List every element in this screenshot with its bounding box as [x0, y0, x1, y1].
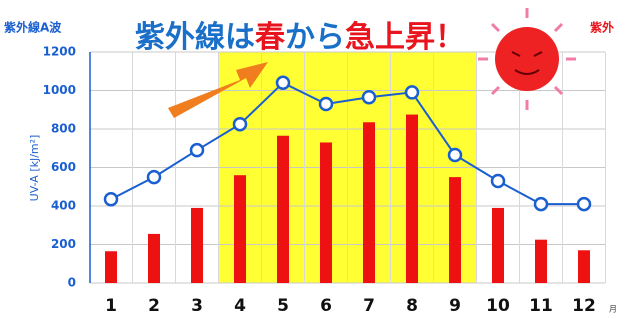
bar [148, 234, 160, 283]
line-marker [320, 98, 332, 110]
bar [449, 177, 461, 283]
line-marker [277, 77, 289, 89]
x-tick-label: 4 [234, 296, 246, 316]
x-tick-label: 10 [486, 296, 510, 316]
x-tick-label: 1 [105, 296, 117, 316]
title-part: から [285, 20, 345, 55]
bar [578, 250, 590, 283]
line-marker [492, 175, 504, 187]
x-tick-label: 8 [406, 296, 418, 316]
line-marker [191, 144, 203, 156]
x-tick-label: 6 [320, 296, 332, 316]
x-tick-label: 5 [277, 296, 289, 316]
line-marker [105, 193, 117, 205]
y-axis-label: UV-A [kJ/m²] [28, 135, 41, 202]
left-axis-title: 紫外線A波 [4, 20, 62, 35]
line-marker [406, 86, 418, 98]
line-marker [535, 198, 547, 210]
bar [191, 208, 203, 283]
y-tick-label: 600 [51, 160, 76, 174]
bar [105, 251, 117, 283]
title-part: 急上昇！ [345, 20, 465, 55]
chart-title: 紫外線は春から急上昇！ [135, 20, 465, 55]
x-tick-label: 11 [529, 296, 553, 316]
line-marker [449, 149, 461, 161]
y-tick-label: 200 [51, 237, 76, 251]
chart: 紫外線A波 紫外 UV-A [kJ/m²] 月 0 200 400 600 800 100… [0, 0, 629, 319]
bar [492, 208, 504, 283]
line-marker [234, 118, 246, 130]
bar [406, 115, 418, 283]
title-part: 紫外線は [135, 20, 255, 55]
line-marker [363, 91, 375, 103]
y-tick-label: 400 [51, 199, 76, 213]
y-tick-label: 1000 [43, 83, 76, 97]
sun [478, 8, 576, 110]
bar [234, 175, 246, 283]
bar [320, 142, 332, 283]
right-axis-title: 紫外 [590, 20, 614, 35]
x-tick-label: 12 [572, 296, 596, 316]
x-tick-label: 3 [191, 296, 203, 316]
y-tick-label: 800 [51, 122, 76, 136]
bar [277, 136, 289, 283]
x-tick-label: 9 [449, 296, 461, 316]
y-tick-label: 0 [68, 276, 76, 290]
bar [535, 240, 547, 283]
x-tick-label: 7 [363, 296, 375, 316]
x-unit: 月 [609, 305, 617, 314]
line-marker [578, 198, 590, 210]
bar [363, 122, 375, 283]
line-marker [148, 171, 160, 183]
y-tick-label: 1200 [43, 45, 76, 59]
title-part: 春 [255, 20, 285, 55]
x-tick-label: 2 [148, 296, 160, 316]
